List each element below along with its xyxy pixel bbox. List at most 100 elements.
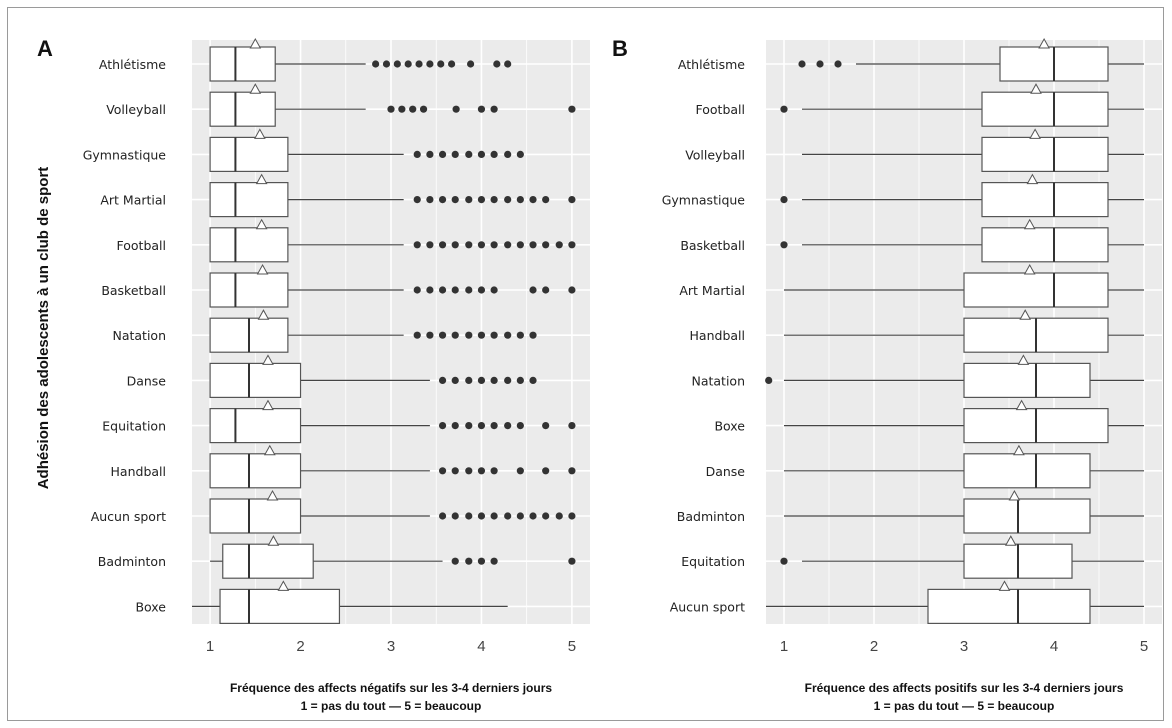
outlier-point: [413, 241, 421, 249]
mean-marker: [267, 535, 280, 546]
box-9: [784, 444, 1144, 489]
box-8: [784, 399, 1144, 444]
category-label: Art Martial: [100, 193, 166, 208]
outlier-point: [555, 512, 563, 520]
outlier-point: [426, 196, 434, 204]
mean-marker: [249, 83, 262, 94]
iqr-box: [209, 182, 289, 218]
iqr-box: [209, 136, 289, 172]
outlier-point: [451, 376, 459, 384]
outlier-point: [438, 467, 447, 475]
mean-marker: [255, 218, 268, 230]
category-label: Aucun sport: [670, 599, 745, 614]
iqr-box: [981, 227, 1109, 263]
outlier-point: [490, 105, 498, 113]
mean-marker: [1004, 535, 1017, 546]
box-4: [209, 218, 576, 263]
outlier-point: [542, 241, 550, 249]
mean-marker: [263, 444, 276, 456]
outlier-point: [477, 467, 486, 475]
outlier-point: [413, 286, 421, 294]
box-8: [209, 399, 576, 444]
category-label: Handball: [690, 328, 745, 343]
iqr-box: [219, 588, 341, 625]
x-tick-label: 1: [206, 638, 214, 655]
outlier-point: [451, 557, 459, 565]
mean-marker: [256, 263, 269, 275]
panel-letter: B: [612, 36, 628, 61]
category-label: Equitation: [102, 419, 166, 434]
mean-marker: [277, 580, 290, 591]
outlier-point: [542, 286, 550, 294]
outlier-point: [426, 241, 434, 249]
category-label: Athlétisme: [99, 57, 166, 72]
x-tick-label: 3: [387, 638, 395, 655]
outlier-point: [765, 376, 773, 384]
outlier-point: [490, 376, 498, 384]
iqr-box: [927, 588, 1091, 625]
outlier-point: [490, 422, 498, 430]
outlier-point: [477, 557, 486, 565]
outlier-point: [798, 60, 806, 68]
iqr-box: [209, 408, 302, 444]
outlier-point: [490, 286, 498, 294]
outlier-point: [542, 196, 550, 204]
outlier-point: [426, 60, 434, 68]
outlier-point: [529, 512, 537, 520]
mean-marker: [249, 37, 262, 49]
category-label: Basketball: [680, 238, 745, 253]
outlier-point: [398, 105, 406, 113]
box-2: [209, 128, 524, 172]
outlier-point: [477, 422, 486, 430]
box-7: [765, 354, 1144, 398]
category-label: Gymnastique: [83, 147, 167, 162]
box-0: [209, 37, 512, 82]
outlier-point: [465, 467, 473, 475]
category-label: Badminton: [98, 554, 166, 569]
iqr-box: [963, 453, 1091, 489]
iqr-box: [209, 453, 302, 489]
x-axis-subtitle: 1 = pas du tout — 5 = beaucoup: [874, 699, 1055, 713]
box-6: [209, 309, 537, 353]
outlier-point: [438, 150, 447, 158]
outlier-point: [529, 286, 537, 294]
category-label: Athlétisme: [678, 57, 745, 72]
iqr-box: [209, 272, 289, 308]
box-5: [209, 263, 576, 308]
outlier-point: [834, 60, 842, 68]
outlier-point: [516, 241, 524, 249]
x-axis-subtitle: 1 = pas du tout — 5 = beaucoup: [301, 699, 482, 713]
outlier-point: [504, 150, 512, 158]
y-axis-title: Adhésion des adolescents à un club de sp…: [35, 167, 52, 490]
outlier-point: [451, 286, 459, 294]
mean-marker: [1013, 444, 1025, 456]
outlier-point: [426, 286, 434, 294]
outlier-point: [516, 376, 524, 384]
outlier-point: [415, 60, 423, 68]
outlier-point: [448, 60, 456, 68]
outlier-point: [516, 467, 524, 475]
box-0: [798, 37, 1144, 82]
mean-marker: [266, 489, 279, 501]
outlier-point: [477, 376, 486, 384]
x-tick-label: 4: [477, 638, 485, 655]
mean-marker: [1023, 263, 1036, 275]
outlier-point: [516, 196, 524, 204]
outlier-point: [465, 150, 473, 158]
outlier-point: [451, 512, 459, 520]
iqr-box: [209, 227, 289, 263]
box-4: [780, 218, 1144, 263]
category-label: Volleyball: [106, 102, 166, 117]
category-label: Danse: [706, 464, 746, 479]
x-axis-title: Fréquence des affects négatifs sur les 3…: [230, 681, 552, 695]
box-10: [209, 489, 576, 534]
iqr-box: [209, 91, 276, 127]
outlier-point: [568, 512, 576, 520]
outlier-point: [568, 196, 576, 204]
outlier-point: [465, 331, 473, 339]
iqr-box: [981, 136, 1109, 172]
category-label: Equitation: [681, 554, 745, 569]
panel-letter: A: [37, 36, 53, 61]
iqr-box: [963, 362, 1091, 398]
outlier-point: [372, 60, 380, 68]
